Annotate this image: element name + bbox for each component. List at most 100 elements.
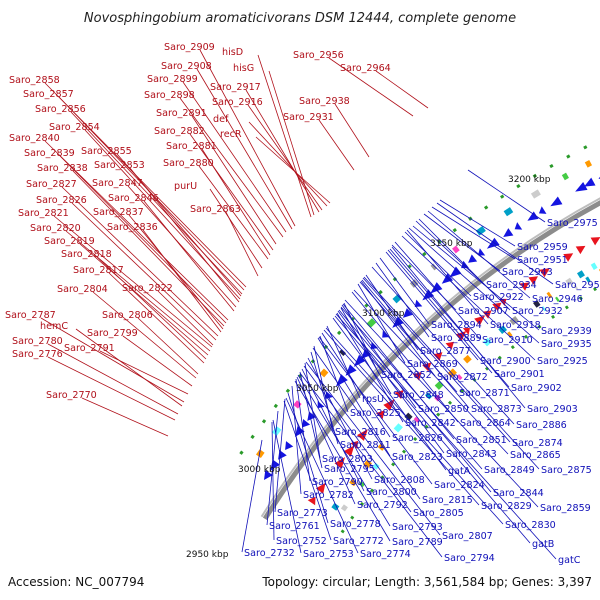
reverse-gene-label: Saro_2865 [510, 450, 561, 461]
reverse-gene-label: Saro_2824 [434, 480, 485, 491]
reverse-gene-label: Saro_2957 [555, 280, 600, 291]
reverse-gene-arrow [538, 206, 547, 214]
reverse-gene-label: Saro_2872 [437, 372, 488, 383]
reverse-label-line [323, 329, 480, 506]
reverse-label-line [394, 241, 481, 340]
forward-gene-arrow [394, 389, 404, 399]
reverse-label-line [418, 218, 511, 311]
tick-mark [336, 330, 342, 336]
feature-block [585, 276, 591, 283]
feature-block [372, 462, 380, 470]
forward-gene-label: Saro_2899 [147, 74, 198, 85]
forward-gene-label: Saro_2837 [93, 207, 144, 218]
forward-gene-label: Saro_2820 [30, 223, 81, 234]
reverse-gene-label: Saro_2807 [442, 531, 493, 542]
reverse-gene-label: Saro_2889 [431, 333, 482, 344]
reverse-gene-arrow [468, 254, 478, 263]
kbp-markers: 2950 kbp 3000 kbp 3050 kbp 3100 kbp 3150 kbp… [186, 175, 551, 560]
forward-label-line [71, 202, 217, 341]
reverse-label-line [371, 266, 515, 425]
feature-block [565, 277, 574, 286]
forward-label-line [84, 129, 241, 300]
tick-mark [566, 154, 571, 159]
reverse-label-line [332, 317, 447, 471]
reverse-gene-label: Saro_2793 [392, 522, 443, 533]
feature-block [463, 354, 472, 364]
feature-block [530, 189, 541, 199]
reverse-label-line [296, 376, 356, 505]
forward-label-line [375, 70, 429, 109]
forward-gene-label: Saro_2836 [107, 222, 158, 233]
reverse-label-line [404, 231, 472, 297]
reverse-gene-label: Saro_2959 [517, 242, 568, 253]
feature-block [349, 479, 357, 487]
reverse-gene-label: Saro_2761 [269, 521, 320, 532]
reverse-gene-label: Saro_2894 [431, 320, 482, 331]
feature-block [584, 159, 593, 168]
tick-mark [497, 355, 502, 360]
forward-gene-arrow [519, 282, 530, 291]
reverse-label-line [295, 378, 311, 482]
feature-block [271, 426, 282, 437]
forward-label-line [92, 291, 197, 379]
reverse-gene-arrow [414, 299, 423, 308]
feature-block [377, 443, 386, 451]
reverse-gene-label: Saro_2848 [393, 390, 444, 401]
reverse-gene-arrow [263, 470, 273, 480]
reverse-gene-label: Saro_2849 [484, 465, 535, 476]
forward-gene-label: Saro_2964 [340, 63, 391, 74]
reverse-gene-label: Saro_2922 [473, 292, 524, 303]
reverse-gene-arrow [285, 441, 294, 450]
forward-gene-label: hisD [222, 47, 243, 58]
forward-gene-arrow [590, 237, 600, 246]
forward-label-line [108, 272, 205, 364]
tick-mark [310, 359, 316, 364]
forward-label-line [328, 57, 414, 117]
tick-mark [436, 412, 441, 417]
reverse-gene-label: Saro_2811 [340, 440, 391, 451]
forward-gene-label: hisG [233, 63, 254, 74]
feature-block [393, 423, 403, 433]
reverse-gene-label: Saro_2951 [517, 255, 568, 266]
reverse-label-line [310, 351, 339, 445]
feature-block [319, 368, 329, 378]
forward-gene-arrow [492, 302, 502, 312]
forward-gene-label: recR [220, 129, 242, 140]
reverse-gene-label: Saro_2874 [512, 438, 563, 449]
reverse-gene-label: Saro_2815 [422, 495, 473, 506]
forward-gene-label: Saro_2846 [108, 193, 159, 204]
forward-label-line [61, 186, 219, 337]
tick-mark [380, 475, 385, 480]
forward-gene-label: Saro_2855 [81, 146, 132, 157]
tick-mark [391, 462, 396, 467]
feature-block [533, 300, 541, 308]
tick-mark [484, 366, 490, 371]
forward-gene-label: Saro_2791 [64, 343, 115, 354]
reverse-gene-label: gatA [448, 466, 471, 477]
feature-block [409, 279, 419, 288]
forward-gene-arrow [375, 410, 385, 420]
reverse-gene-label: Saro_2795 [324, 464, 375, 475]
tick-mark [261, 419, 267, 424]
forward-label-line [47, 343, 179, 415]
reverse-label-line [287, 392, 329, 524]
reverse-gene-label: rpsU [362, 394, 384, 405]
tick-mark [532, 173, 537, 179]
reverse-gene-label: Saro_2732 [244, 548, 295, 559]
reverse-gene-label: Saro_2816 [335, 427, 386, 438]
reverse-gene-label: Saro_2869 [407, 359, 458, 370]
reverse-gene-label: Saro_2805 [413, 508, 464, 519]
reverse-label-line [406, 229, 489, 325]
kbp-label: 3200 kbp [508, 175, 551, 185]
tick-mark [483, 205, 489, 210]
reverse-gene-label: Saro_2830 [505, 520, 556, 531]
reverse-gene-arrow [527, 211, 539, 221]
tick-mark [549, 163, 554, 169]
tick-mark [340, 529, 345, 534]
forward-gene-arrow [307, 496, 316, 506]
reverse-gene-label: Saro_2901 [494, 369, 545, 380]
reverse-gene-label: Saro_2825 [350, 408, 401, 419]
reverse-label-line [305, 361, 441, 536]
reverse-gene-label: Saro_2772 [333, 536, 384, 547]
tick-mark [593, 287, 597, 292]
